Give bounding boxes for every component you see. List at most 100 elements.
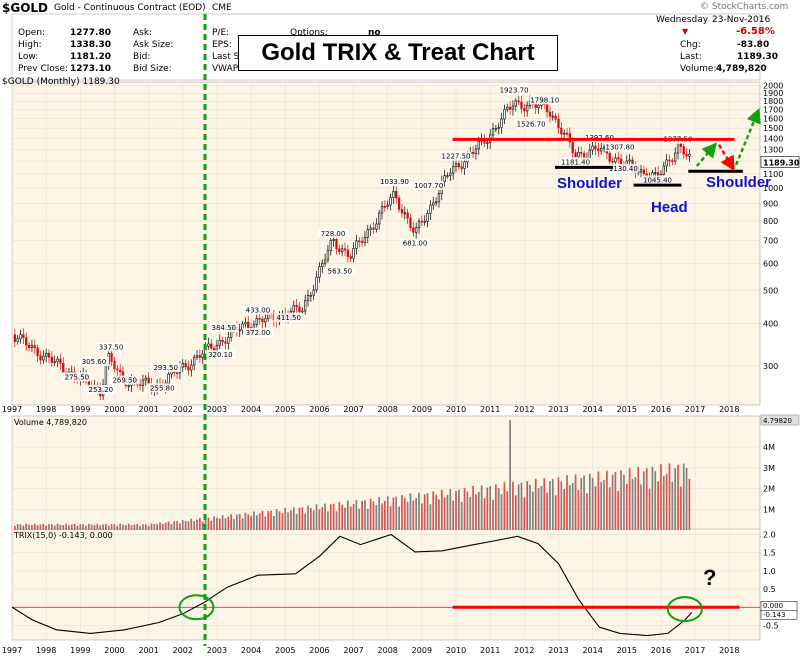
volume-bar — [264, 516, 267, 530]
volume-bar — [142, 524, 144, 530]
volume-bar — [423, 494, 426, 530]
volume-bar — [449, 489, 452, 530]
x-tick-label: 1999 — [70, 646, 90, 655]
volume-bar — [213, 516, 215, 530]
x-tick-label: 2007 — [343, 646, 363, 655]
x-tick-label: 2015 — [617, 405, 637, 414]
price-panel — [11, 81, 761, 406]
volume-bar — [600, 482, 603, 530]
volume-bar — [96, 523, 99, 530]
x-tick-label: 2009 — [412, 646, 432, 655]
volume-bar — [144, 524, 147, 530]
candle-body — [346, 249, 350, 257]
volume-bar — [452, 500, 455, 530]
candle-body — [144, 377, 147, 381]
candle-body — [215, 344, 219, 351]
volume-bar — [574, 474, 577, 530]
volume-bar — [261, 510, 264, 530]
volume-bar — [557, 477, 560, 530]
volume-bar — [500, 494, 503, 530]
volume-bar — [153, 524, 156, 530]
trix-tick-label: -0.5 — [763, 621, 779, 630]
volume-bar — [335, 511, 338, 530]
volume-bar — [384, 501, 386, 530]
volume-bar — [688, 478, 691, 530]
field-label: Open: — [18, 28, 46, 38]
volume-bar — [196, 519, 198, 530]
candle-body — [454, 163, 458, 168]
candle-body — [127, 385, 130, 387]
candle-body — [665, 159, 668, 167]
volume-bar — [455, 490, 457, 530]
price-label-bg — [147, 383, 178, 393]
volume-bar — [480, 485, 483, 530]
price-label: 372.00 — [246, 329, 271, 337]
candle-body — [639, 169, 643, 173]
candle-body — [597, 148, 600, 152]
volume-bar — [665, 474, 668, 530]
volume-bar — [324, 503, 326, 530]
volume-bar — [39, 524, 42, 530]
trix-badge-bottom-bg — [760, 609, 798, 620]
candle-body — [523, 108, 526, 112]
volume-bar — [33, 523, 36, 530]
candle-body — [56, 358, 59, 362]
volume-bar — [381, 503, 383, 530]
stockcharts-credit: © StockCharts.com — [700, 2, 789, 12]
volume-bar — [617, 490, 620, 530]
price-tick-label: 700 — [763, 237, 778, 246]
candle-body — [574, 152, 577, 158]
volume-bar — [56, 523, 59, 530]
price-label-bg — [208, 323, 239, 333]
volume-bar — [107, 525, 110, 530]
candle-body — [688, 153, 691, 157]
volume-bar — [275, 509, 278, 530]
price-tick-label: 2000 — [763, 82, 783, 91]
candle-body — [292, 304, 295, 312]
volume-bar — [364, 500, 366, 530]
price-label-bg — [379, 177, 410, 187]
price-label-bg — [109, 375, 140, 385]
candle-body — [392, 190, 395, 198]
volume-bar — [116, 525, 119, 530]
last-price-badge — [760, 156, 800, 168]
candle-body — [611, 160, 614, 163]
candle-body — [389, 197, 392, 206]
head-label: Head — [651, 199, 688, 216]
volume-bar — [495, 484, 497, 530]
x-tick-label: 2014 — [582, 405, 602, 414]
volume-bar — [366, 508, 369, 530]
candle-body — [506, 106, 509, 110]
volume-bar — [352, 504, 355, 530]
volume-bar — [432, 491, 435, 530]
volume-bar — [472, 486, 474, 530]
candle-body — [602, 146, 606, 149]
price-label-bg — [61, 372, 92, 382]
volume-bar — [230, 514, 233, 530]
volume-bar — [503, 482, 506, 530]
field-value: 1338.30 — [70, 40, 111, 50]
volume-bar — [606, 470, 608, 530]
volume-bar — [549, 481, 551, 530]
volume-bar — [332, 503, 335, 530]
candle-body — [471, 151, 475, 154]
x-tick-label: 2017 — [685, 646, 705, 655]
volume-bar — [620, 470, 622, 530]
description: Gold - Continuous Contract (EOD) — [54, 3, 206, 13]
candle-body — [412, 227, 415, 233]
candle-body — [207, 343, 210, 347]
volume-badge — [760, 414, 800, 426]
volume-bar — [631, 478, 634, 530]
candle-body — [477, 140, 480, 150]
candle-body — [264, 318, 267, 323]
volume-bar — [483, 498, 486, 530]
price-label-bg — [242, 328, 273, 338]
price-label: 337.50 — [99, 343, 124, 351]
candles-group — [13, 95, 691, 400]
candle-body — [426, 213, 429, 222]
shoulder-left-label: Shoulder — [557, 175, 623, 192]
candle-body — [27, 344, 31, 348]
trix-label: TRIX(15,0) -0.143, 0.000 — [14, 531, 113, 540]
volume-bar — [554, 495, 557, 530]
field-value: 1189.30 — [737, 52, 778, 62]
